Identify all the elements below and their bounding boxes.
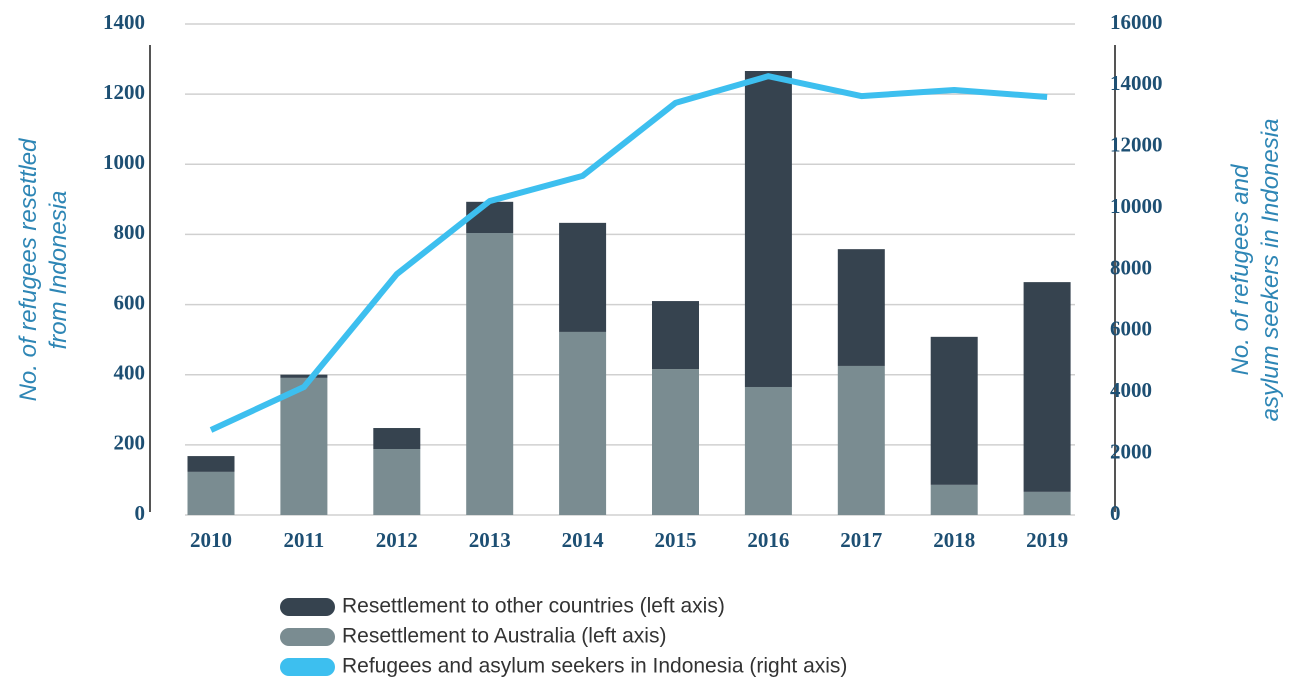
bar [466, 233, 514, 516]
legend-swatch [280, 658, 335, 676]
y-tick-label: 1200 [103, 80, 145, 104]
x-tick-label: 2016 [747, 528, 789, 552]
y-tick-label: 200 [114, 431, 146, 455]
legend-swatch [280, 598, 335, 616]
y2-tick-label: 0 [1110, 501, 1121, 525]
y-tick-label: 1400 [103, 10, 145, 34]
x-tick-label: 2017 [840, 528, 882, 552]
y-axis-title-line: No. of refugees resettled [15, 138, 42, 401]
bar [1023, 491, 1071, 515]
x-tick-label: 2011 [283, 528, 324, 552]
x-tick-label: 2010 [190, 528, 232, 552]
y2-tick-label: 14000 [1110, 71, 1163, 95]
x-tick-label: 2013 [469, 528, 511, 552]
legend-label: Refugees and asylum seekers in Indonesia… [342, 655, 847, 678]
y2-axis-title-line: asylum seekers in Indonesia [1257, 119, 1284, 422]
y2-tick-label: 2000 [1110, 439, 1152, 463]
y-tick-label: 1000 [103, 150, 145, 174]
line [209, 73, 1048, 433]
y2-tick-label: 10000 [1110, 194, 1163, 218]
legend-swatch [280, 628, 335, 646]
x-tick-label: 2015 [655, 528, 697, 552]
bar [652, 301, 699, 370]
legend-label: Resettlement to other countries (left ax… [342, 595, 725, 618]
bar [1023, 282, 1071, 492]
bar [744, 70, 792, 387]
bar [744, 386, 792, 515]
y2-axis-title-line: No. of refugees and [1227, 164, 1254, 375]
bar [187, 456, 235, 472]
bar [280, 374, 328, 378]
bar [373, 428, 421, 450]
y2-tick-label: 12000 [1110, 133, 1163, 157]
legend-label: Resettlement to Australia (left axis) [342, 625, 666, 648]
bar [559, 222, 607, 332]
x-tick-label: 2012 [376, 528, 418, 552]
y-tick-label: 400 [114, 361, 146, 385]
y2-tick-label: 6000 [1110, 317, 1152, 341]
bar [837, 365, 885, 515]
y-axis-title-line: from Indonesia [45, 191, 72, 350]
bar [187, 471, 235, 515]
y2-tick-label: 4000 [1110, 378, 1152, 402]
bar [559, 331, 607, 515]
x-tick-label: 2018 [933, 528, 975, 552]
bar [373, 449, 421, 515]
bar [280, 377, 328, 515]
y2-axis-title: No. of refugees and asylum seekers in In… [1227, 119, 1284, 422]
x-tick-label: 2014 [562, 528, 605, 552]
bar [466, 201, 514, 234]
y2-tick-label: 8000 [1110, 255, 1152, 279]
bar [930, 484, 978, 515]
bar [652, 369, 699, 515]
y2-tick-label: 16000 [1110, 10, 1163, 34]
y-tick-label: 0 [135, 501, 146, 525]
bar [930, 336, 978, 485]
bar [837, 249, 885, 366]
y-tick-label: 600 [114, 290, 146, 314]
y-axis-title: No. of refugees resettled from Indonesia [15, 138, 72, 401]
y-tick-label: 800 [114, 220, 146, 244]
x-tick-label: 2019 [1026, 528, 1068, 552]
